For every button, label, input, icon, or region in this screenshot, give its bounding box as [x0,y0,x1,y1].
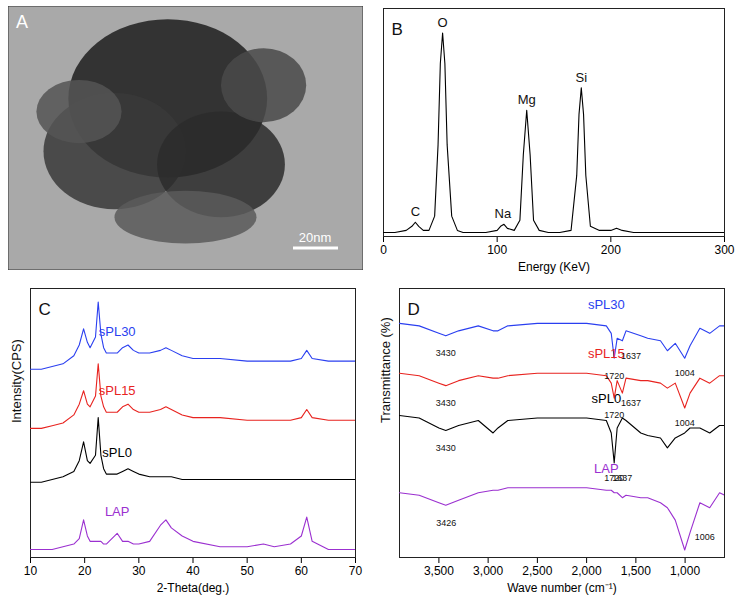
svg-text:30: 30 [132,564,146,578]
svg-text:D: D [408,300,420,319]
svg-text:C: C [411,204,420,219]
svg-text:300: 300 [714,243,734,257]
svg-text:1,000: 1,000 [670,564,700,578]
svg-text:1637: 1637 [612,473,632,483]
svg-text:3426: 3426 [436,518,456,528]
svg-text:Mg: Mg [518,92,536,107]
svg-text:20nm: 20nm [299,230,332,245]
svg-text:60: 60 [295,564,309,578]
svg-text:A: A [16,12,28,32]
svg-text:40: 40 [186,564,200,578]
svg-text:3,500: 3,500 [424,564,454,578]
svg-text:Si: Si [575,70,587,85]
svg-text:sPL30: sPL30 [99,324,136,339]
svg-text:B: B [392,20,403,39]
svg-text:sPL15: sPL15 [99,383,136,398]
svg-text:3,000: 3,000 [473,564,503,578]
svg-text:LAP: LAP [105,504,130,519]
svg-text:Na: Na [495,206,512,221]
svg-text:1004: 1004 [675,368,695,378]
svg-text:Energy (KeV): Energy (KeV) [518,260,590,274]
svg-text:50: 50 [240,564,254,578]
svg-text:70: 70 [349,564,363,578]
svg-text:O: O [438,15,448,30]
svg-text:1720: 1720 [604,410,624,420]
svg-text:10: 10 [24,564,38,578]
svg-text:1637: 1637 [621,398,641,408]
svg-text:sPL15: sPL15 [588,346,625,361]
svg-text:1006: 1006 [695,532,715,542]
svg-text:Wave number (cm⁻¹): Wave number (cm⁻¹) [507,581,617,595]
svg-text:1004: 1004 [675,418,695,428]
svg-text:3430: 3430 [436,443,456,453]
svg-text:sPL30: sPL30 [588,297,625,312]
svg-text:20: 20 [78,564,92,578]
svg-text:200: 200 [601,243,621,257]
svg-text:sPL0: sPL0 [591,391,621,406]
svg-text:2-Theta(deg.): 2-Theta(deg.) [157,581,230,595]
svg-text:2,500: 2,500 [522,564,552,578]
svg-text:C: C [39,300,51,319]
svg-text:1637: 1637 [621,351,641,361]
svg-text:2,000: 2,000 [572,564,602,578]
svg-text:1720: 1720 [604,371,624,381]
svg-text:100: 100 [487,243,507,257]
svg-text:Transmittance (%): Transmittance (%) [378,317,393,423]
svg-text:3430: 3430 [436,398,456,408]
svg-text:0: 0 [380,243,387,257]
svg-text:3430: 3430 [436,348,456,358]
svg-text:LAP: LAP [594,460,619,476]
svg-text:1,500: 1,500 [621,564,651,578]
svg-text:sPL0: sPL0 [102,445,132,460]
svg-text:Intensity(CPS): Intensity(CPS) [9,339,24,423]
